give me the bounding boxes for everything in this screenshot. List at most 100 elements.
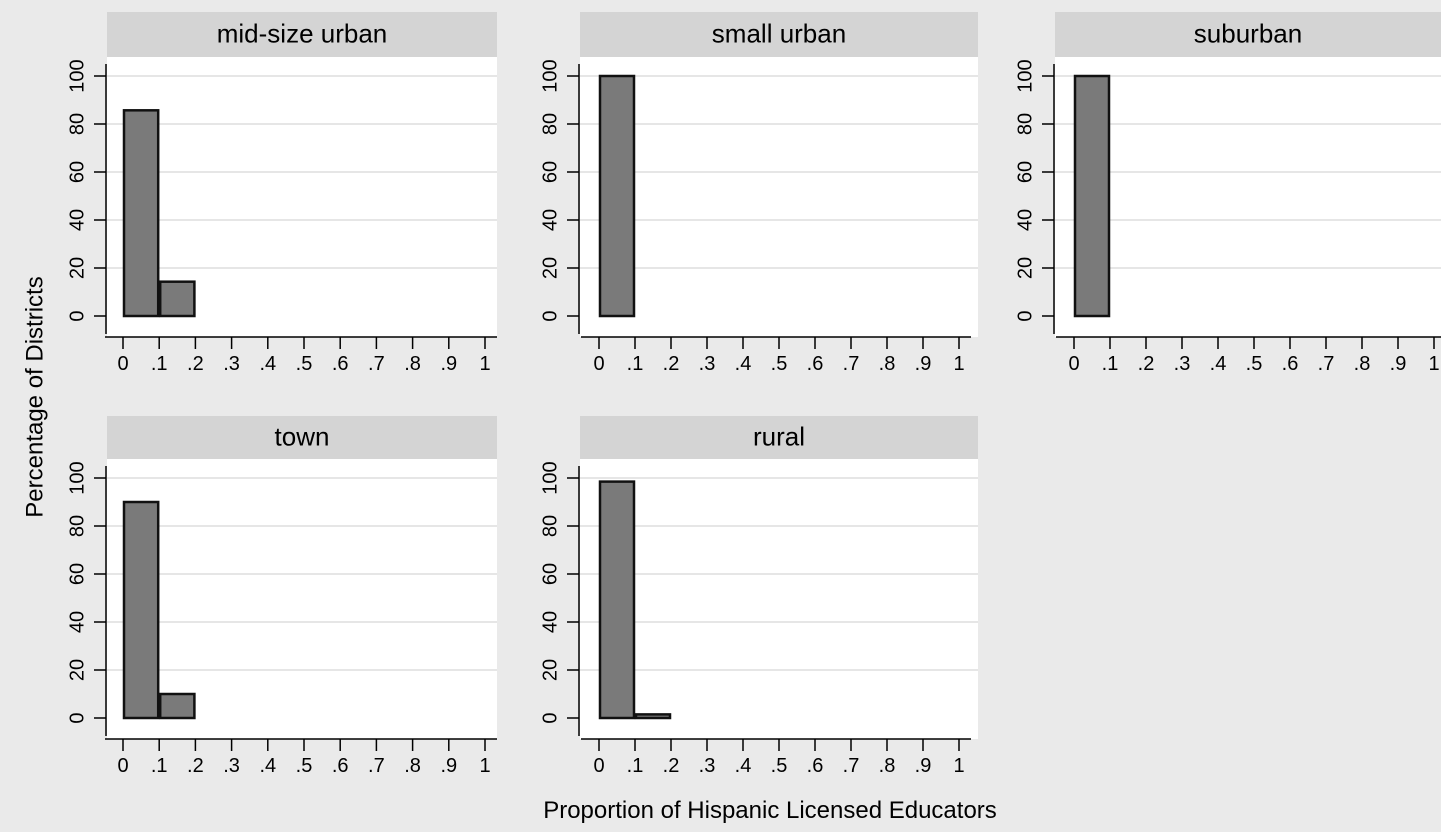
x-tick-label: .9 <box>1390 353 1407 375</box>
x-tick-label: 1 <box>479 755 490 777</box>
y-tick-label: 40 <box>66 209 88 231</box>
y-tick-label: 40 <box>66 611 88 633</box>
x-tick-label: .3 <box>223 755 240 777</box>
x-tick-label: .3 <box>699 353 716 375</box>
panel-town: town 0 20 40 60 80 100 0 .1 .2 .3 .4 .5 .6 .7 .8 .9 1 <box>66 416 497 777</box>
y-tick-label: 60 <box>66 563 88 585</box>
y-tick-label: 0 <box>66 310 88 321</box>
x-tick-label: .6 <box>807 755 824 777</box>
panel-title-bar <box>580 12 978 57</box>
x-tick-label: .3 <box>699 755 716 777</box>
y-tick-label: 40 <box>539 611 561 633</box>
x-tick-label: 0 <box>1068 353 1079 375</box>
y-tick-label: 80 <box>66 515 88 537</box>
plot-area <box>580 57 978 337</box>
x-tick-label: .4 <box>735 353 752 375</box>
histogram-bar <box>158 280 196 318</box>
x-tick-label: .1 <box>627 353 644 375</box>
x-tick-label: .3 <box>223 353 240 375</box>
x-tick-label: .4 <box>1210 353 1227 375</box>
x-tick-label: .5 <box>771 755 788 777</box>
x-tick-label: 1 <box>953 353 964 375</box>
x-tick-label: 0 <box>593 755 604 777</box>
x-tick-label: .9 <box>440 755 457 777</box>
x-tick-label: .9 <box>440 353 457 375</box>
y-tick-label: 20 <box>539 257 561 279</box>
y-tick-label: 40 <box>539 209 561 231</box>
y-tick-label: 60 <box>539 161 561 183</box>
x-tick-label: .2 <box>187 353 204 375</box>
x-axis-title: Proportion of Hispanic Licensed Educator… <box>543 797 997 824</box>
x-tick-label: .5 <box>1246 353 1263 375</box>
y-tick-label: 100 <box>539 461 561 494</box>
x-tick-label: .8 <box>879 755 896 777</box>
x-tick-label: .7 <box>843 755 860 777</box>
y-tick-label: 60 <box>1014 161 1036 183</box>
x-tick-label: .9 <box>915 353 932 375</box>
x-tick-label: .4 <box>735 755 752 777</box>
plot-area <box>580 459 978 739</box>
panel-title-bar <box>107 12 497 57</box>
x-tick-label: .5 <box>296 353 313 375</box>
panel-title: rural <box>753 421 805 451</box>
x-tick-label: .2 <box>663 353 680 375</box>
panel-small-urban: small urban 0 20 40 60 80 100 0 .1 .2 .3 .4 .5 .6 .7 .8… <box>539 12 978 375</box>
panel-title: mid-size urban <box>217 18 388 48</box>
x-tick-label: .1 <box>151 755 168 777</box>
x-tick-label: .1 <box>151 353 168 375</box>
x-tick-label: .5 <box>296 755 313 777</box>
panel-title-bar <box>107 416 497 459</box>
y-tick-label: 60 <box>66 161 88 183</box>
panel-title: town <box>275 421 330 451</box>
y-tick-label: 0 <box>539 310 561 321</box>
x-tick-label: .4 <box>259 755 276 777</box>
x-tick-label: .9 <box>915 755 932 777</box>
x-tick-label: .7 <box>843 353 860 375</box>
y-tick-label: 20 <box>539 659 561 681</box>
x-tick-label: 1 <box>953 755 964 777</box>
x-tick-label: .2 <box>187 755 204 777</box>
x-tick-label: .2 <box>663 755 680 777</box>
histogram-bar <box>1073 74 1111 318</box>
panel-title: suburban <box>1194 18 1302 48</box>
histogram-bar <box>122 109 160 318</box>
y-tick-label: 100 <box>66 59 88 92</box>
y-axis-title: Percentage of Districts <box>21 276 48 517</box>
histogram-bar <box>122 500 160 720</box>
x-tick-label: .4 <box>259 353 276 375</box>
panel-title-bar <box>1055 12 1441 57</box>
x-tick-label: .2 <box>1138 353 1155 375</box>
histogram-bar <box>598 480 636 720</box>
panel-title-bar <box>580 416 978 459</box>
y-tick-label: 20 <box>1014 257 1036 279</box>
y-tick-label: 0 <box>66 712 88 723</box>
y-tick-label: 80 <box>1014 113 1036 135</box>
y-tick-label: 100 <box>539 59 561 92</box>
x-tick-label: .7 <box>368 353 385 375</box>
y-tick-label: 20 <box>66 257 88 279</box>
x-tick-label: .6 <box>332 353 349 375</box>
x-tick-label: .5 <box>771 353 788 375</box>
y-tick-label: 80 <box>66 113 88 135</box>
histogram-bar <box>158 692 196 720</box>
plot-area <box>1055 57 1441 337</box>
y-tick-label: 80 <box>539 515 561 537</box>
x-tick-label: .1 <box>627 755 644 777</box>
panel-rural: rural 0 20 40 60 80 100 0 .1 .2 .3 .4 .5 .6 .7 .8 .9 1 <box>539 416 978 777</box>
x-tick-label: .3 <box>1174 353 1191 375</box>
x-tick-label: 0 <box>117 755 128 777</box>
x-tick-label: .6 <box>807 353 824 375</box>
x-tick-label: .1 <box>1102 353 1119 375</box>
y-tick-label: 100 <box>66 461 88 494</box>
x-tick-label: .8 <box>1354 353 1371 375</box>
x-tick-label: .8 <box>404 755 421 777</box>
histogram-bar <box>634 713 672 720</box>
x-tick-label: .6 <box>332 755 349 777</box>
x-tick-label: .8 <box>879 353 896 375</box>
x-tick-label: .7 <box>368 755 385 777</box>
x-tick-label: .7 <box>1318 353 1335 375</box>
panel-suburban: suburban 0 20 40 60 80 100 0 .1 .2 .3 .4 .5 .6 .7 .8 .9 1 <box>1014 12 1441 375</box>
x-tick-label: 0 <box>117 353 128 375</box>
y-tick-label: 0 <box>1014 310 1036 321</box>
